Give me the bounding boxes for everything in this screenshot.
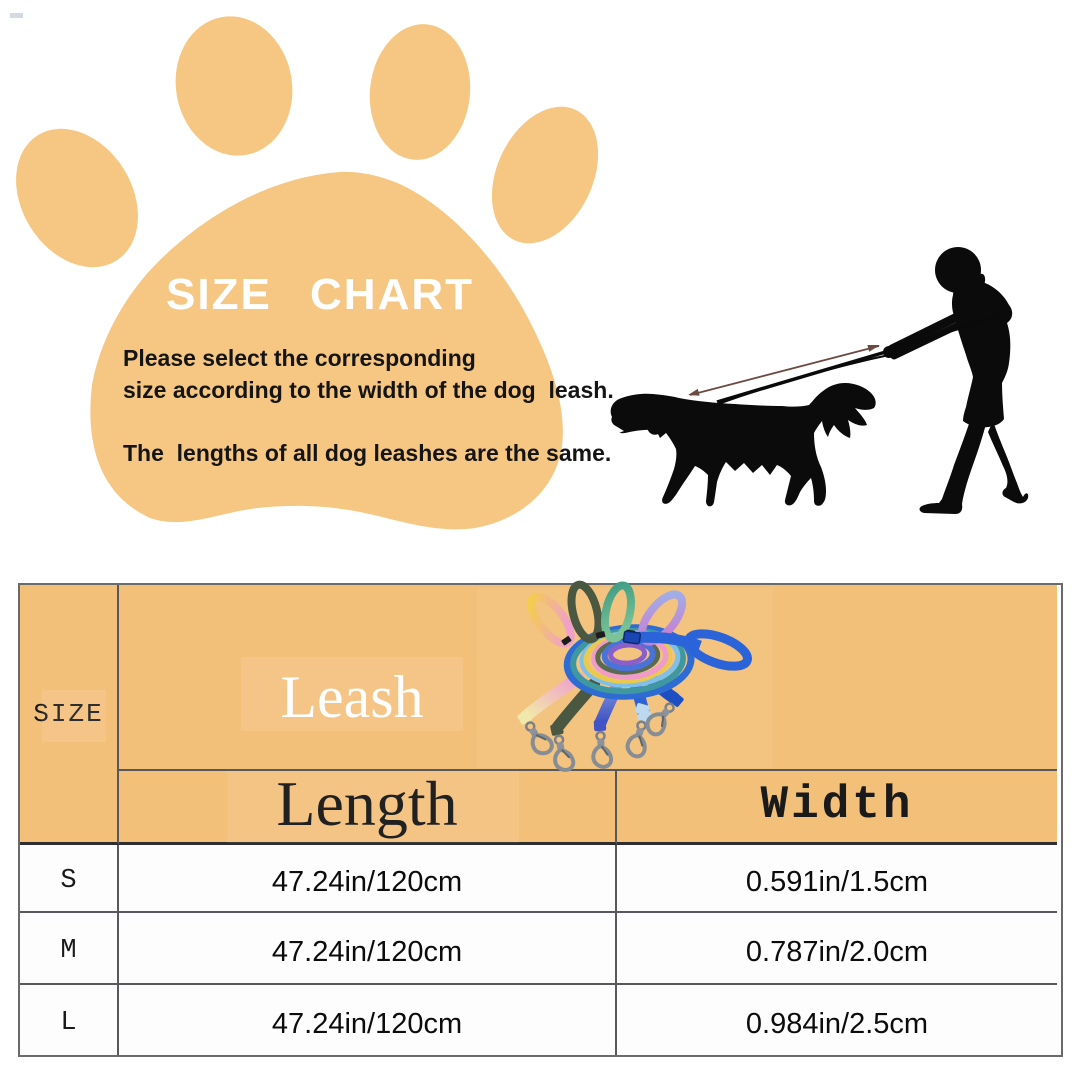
paw-toe-left (16, 128, 138, 268)
row-l-width: 0.984in/2.5cm (617, 985, 1057, 1055)
leash-handles (527, 580, 752, 671)
paw-toe-midleft (175, 16, 293, 156)
row-m-width: 0.787in/2.0cm (617, 913, 1057, 985)
girl-front-leg (919, 418, 986, 514)
paw-print-illustration (16, 16, 599, 530)
width-header-label: Width (760, 778, 914, 831)
girl-silhouette (883, 247, 1029, 514)
girl-torso-skirt (951, 281, 1013, 428)
girl-arm-lower (890, 319, 967, 360)
instruction-line-2: size according to the width of the dog l… (123, 377, 614, 403)
instruction-line-3: The lengths of all dog leashes are the s… (123, 440, 612, 466)
row-l-length: 47.24in/120cm (119, 985, 617, 1055)
girl-walking-dog-silhouette (610, 247, 1029, 514)
row-m-label: M (20, 913, 119, 985)
width-column-header: Width (617, 771, 1057, 845)
row-s-length: 47.24in/120cm (119, 845, 617, 913)
paw-toe-right (491, 106, 599, 244)
length-measure-arrow (688, 345, 880, 396)
paw-main-pad (90, 171, 563, 530)
length-column-header: Length (119, 768, 617, 845)
girl-head (935, 247, 981, 293)
page-title: SIZE CHART (166, 270, 474, 319)
leash-clasps (517, 692, 684, 774)
girl-back-leg (988, 421, 1029, 504)
size-header-label: SIZE (33, 698, 104, 729)
rainbow-leash-bundle-photo (517, 580, 752, 774)
girl-arm-upper (887, 308, 970, 354)
row-s-width: 0.591in/1.5cm (617, 845, 1057, 913)
row-s-label: S (20, 845, 119, 913)
product-header-label: Leash (280, 664, 424, 730)
dog-ear (644, 394, 666, 435)
length-header-label: Length (276, 767, 458, 839)
scan-artifact (10, 13, 23, 18)
size-header-cell: SIZE (20, 585, 119, 845)
dog-mouth-notch (614, 425, 624, 434)
row-l-label: L (20, 985, 119, 1055)
leash-lines (716, 315, 998, 405)
row-m-length: 47.24in/120cm (119, 913, 617, 985)
instruction-line-1: Please select the corresponding (123, 345, 476, 371)
paw-toe-midright (369, 24, 471, 160)
dog-silhouette (610, 383, 876, 507)
